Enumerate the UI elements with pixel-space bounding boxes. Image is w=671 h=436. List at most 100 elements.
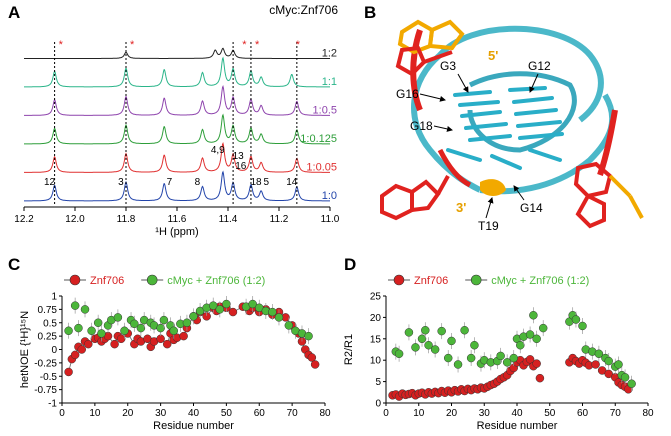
panel-b-structure: 5' G3 G12 G16 G18 3' T19 G14 [380, 19, 644, 233]
panel-c-x-label: Residue number [153, 420, 234, 431]
panel-d-r2r1-scatter: 0 10 20 30 40 50 60 70 80 0 5 10 15 20 25 Residue numbe… [343, 274, 654, 432]
panel-d-x-tick-label-4: 40 [511, 408, 523, 419]
backbone-ribbon-mid [467, 71, 577, 153]
base-stick-5 [508, 86, 547, 92]
panel-a-x-label: ¹H (ppm) [155, 226, 198, 238]
panel-d-x-tick-label-2: 20 [446, 408, 458, 419]
panel-d-point [502, 358, 512, 367]
panel-c-point [110, 339, 119, 349]
panel-d-point [443, 353, 453, 363]
ratio-label-3: 1:0.125 [300, 133, 337, 145]
three-prime-gold-blob [480, 179, 506, 196]
panel-d-point [591, 360, 600, 369]
panel-label-a: A [8, 3, 20, 22]
panel-c-y-tick-label-0: -1 [48, 399, 57, 410]
panel-a-x-tick-label-2: 11.8 [117, 214, 136, 225]
panel-d-point [614, 360, 623, 369]
panel-d-x-tick-label-6: 60 [577, 408, 589, 419]
peak-number-label-4: 4,9 [211, 145, 225, 156]
panel-c-point [182, 318, 192, 327]
panel-d-x-label: Residue number [477, 420, 558, 431]
arrow-t19 [485, 197, 494, 219]
ratio-label-1: 1:1 [322, 76, 337, 88]
panel-c-hetnoe-scatter: 0 10 20 30 40 50 60 70 80 -1 -0.75 -0.5 -0.25 0 0.25 0.… [19, 274, 331, 432]
panel-d-y-tick-label-0: 0 [375, 399, 381, 410]
backbone-ribbon-upper [437, 25, 604, 123]
backbone-red-segment-left [437, 148, 472, 188]
spectrum-line-4 [24, 141, 330, 173]
peak-number-label-1: 3 [118, 177, 124, 188]
panel-d-point [411, 343, 420, 352]
panel-d-point [447, 336, 456, 346]
panel-c-legend-marker-1 [146, 274, 158, 286]
g-quartet-bases [446, 86, 564, 170]
panel-d-point [627, 379, 636, 388]
panel-c-point [84, 339, 93, 349]
spectrum-line-2 [24, 84, 330, 116]
panel-c-point [222, 299, 231, 309]
panel-label-d: D [344, 255, 356, 274]
peak-number-label-3: 8 [195, 177, 201, 188]
panel-c-point [130, 319, 139, 329]
arrow-g16 [419, 93, 446, 102]
label-g18: G18 [410, 119, 433, 133]
base-stick-3 [464, 122, 508, 130]
base-stick-12 [528, 148, 562, 162]
base-stick-6 [512, 96, 554, 104]
panel-c-x-tick-label-6: 60 [254, 408, 266, 419]
panel-a-x-tick-label-3: 11.6 [168, 214, 187, 225]
peak-star-0: * [59, 39, 64, 51]
panel-d-x-tick-label-1: 10 [413, 408, 425, 419]
base-stick-11 [490, 154, 522, 170]
panel-d-y-tick-label-2: 10 [370, 356, 382, 367]
label-g3: G3 [440, 59, 456, 73]
panel-d-y-tick-label-1: 5 [375, 377, 381, 388]
panel-c-point [159, 315, 169, 325]
panel-c-point [169, 326, 179, 336]
panel-c-y-label: hetNOE {¹H}¹⁵N [19, 311, 31, 388]
panel-c-point [136, 323, 146, 333]
panel-d-point [421, 325, 430, 335]
panel-c-point [120, 326, 129, 336]
arrow-g14 [513, 185, 525, 201]
panel-c-y-tick-label-2: -0.5 [40, 372, 58, 383]
panel-c-legend-marker-0 [69, 274, 81, 286]
panel-c-point [179, 331, 188, 341]
panel-d-point [404, 328, 414, 337]
label-5prime: 5' [488, 48, 498, 63]
panel-c-point [87, 326, 96, 336]
label-3prime: 3' [456, 200, 466, 215]
panel-c-point [93, 318, 103, 327]
panel-d-x-tick-label-0: 0 [383, 408, 389, 419]
spectrum-line-0 [24, 47, 330, 59]
panel-c-point [307, 353, 317, 362]
base-stick-0 [453, 90, 492, 97]
panel-c-point [248, 299, 257, 309]
panel-c-point [64, 367, 73, 377]
panel-c-point [70, 301, 80, 310]
panel-d-legend-marker-1 [470, 274, 482, 286]
panel-d-point [460, 325, 469, 335]
panel-d-x-tick-label-7: 70 [610, 408, 622, 419]
peak-number-label-6: 16 [235, 161, 247, 172]
panel-d-point [571, 315, 581, 324]
ratio-label-5: 1:0 [322, 190, 337, 202]
panel-c-y-tick-label-6: 0.5 [43, 318, 57, 329]
panel-a-x-tick-label-6: 11.0 [321, 214, 340, 225]
peak-star-3: * [255, 39, 260, 51]
panel-c-point [284, 321, 294, 330]
panel-c-legend-label-0: Znf706 [90, 275, 124, 287]
panel-d-y-tick-label-5: 25 [370, 292, 382, 303]
panel-c-point [310, 360, 320, 369]
base-stick-2 [460, 110, 502, 118]
peak-number-label-0: 12 [44, 177, 56, 188]
panel-d-point [578, 321, 587, 331]
panel-d-point [532, 359, 541, 368]
panel-c-point [208, 301, 218, 310]
base-stick-4 [468, 134, 512, 142]
panel-d-point [597, 366, 607, 375]
peak-star-4: * [296, 39, 301, 51]
panel-d-point [516, 340, 525, 350]
panel-c-y-tick-label-3: -0.25 [34, 358, 57, 369]
ligand-top-5prime [395, 19, 465, 77]
